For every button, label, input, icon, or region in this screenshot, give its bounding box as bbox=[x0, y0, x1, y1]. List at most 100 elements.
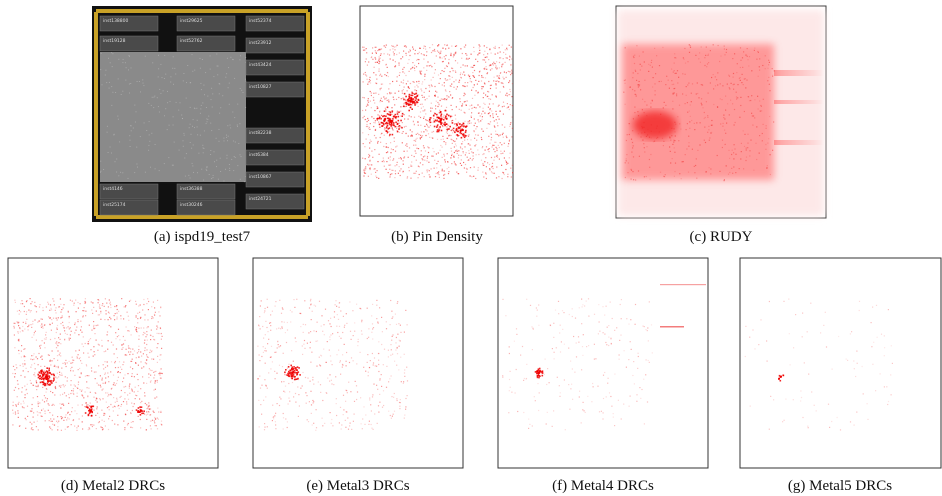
heat-dot bbox=[392, 46, 393, 47]
heat-dot bbox=[116, 318, 117, 319]
cell-dot bbox=[206, 170, 207, 171]
heat-dot bbox=[500, 111, 501, 112]
heat-dot bbox=[668, 80, 669, 81]
heat-dot bbox=[109, 299, 110, 300]
heat-dot bbox=[652, 86, 653, 87]
heat-dot bbox=[463, 152, 464, 153]
panel-frame bbox=[360, 6, 513, 216]
heat-dot bbox=[78, 308, 79, 309]
cell-dot bbox=[116, 172, 117, 173]
heat-dot bbox=[424, 97, 425, 98]
heat-dot bbox=[389, 83, 390, 84]
heat-dot bbox=[396, 365, 397, 366]
heat-dot bbox=[536, 307, 537, 308]
heat-dot bbox=[725, 96, 726, 97]
heat-dot bbox=[404, 376, 405, 377]
cell-dot bbox=[153, 97, 154, 98]
heat-dot bbox=[24, 363, 25, 364]
heat-dot bbox=[44, 324, 45, 325]
heat-dot bbox=[428, 152, 429, 153]
heat-dot bbox=[759, 66, 760, 67]
heat-dot bbox=[107, 407, 108, 408]
heat-dot bbox=[47, 372, 49, 374]
heat-dot bbox=[259, 376, 260, 377]
heat-dot bbox=[386, 169, 387, 170]
heat-dot bbox=[483, 86, 484, 87]
cell-dot bbox=[219, 93, 220, 94]
heat-dot bbox=[386, 45, 387, 46]
heat-dot bbox=[643, 143, 644, 144]
cell-dot bbox=[146, 130, 147, 131]
heat-dot bbox=[762, 65, 763, 66]
heat-dot bbox=[850, 333, 851, 334]
heat-dot bbox=[495, 131, 496, 132]
cell-dot bbox=[170, 101, 171, 102]
cell-dot bbox=[183, 140, 184, 141]
heat-dot bbox=[304, 300, 305, 301]
heat-dot bbox=[731, 83, 732, 84]
heat-dot bbox=[441, 139, 442, 140]
heat-dot bbox=[602, 418, 603, 419]
heat-dot bbox=[42, 307, 43, 308]
heat-dot bbox=[495, 96, 496, 97]
heat-dot bbox=[100, 399, 101, 400]
heat-dot bbox=[736, 92, 737, 93]
heat-dot bbox=[362, 428, 363, 429]
heat-dot bbox=[37, 415, 38, 416]
heat-dot bbox=[37, 421, 38, 422]
heat-dot bbox=[446, 45, 447, 46]
heat-dot bbox=[273, 418, 274, 419]
heat-dot bbox=[147, 340, 148, 341]
heat-dot bbox=[537, 373, 539, 375]
heat-dot bbox=[99, 314, 100, 315]
heat-dot bbox=[416, 96, 418, 98]
heat-dot bbox=[436, 120, 438, 122]
heat-dot bbox=[765, 68, 766, 69]
heat-dot bbox=[383, 120, 385, 122]
heat-dot bbox=[780, 380, 782, 382]
cell-dot bbox=[226, 73, 227, 74]
heat-dot bbox=[392, 127, 393, 128]
cell-dot bbox=[162, 77, 163, 78]
heat-dot bbox=[155, 371, 156, 372]
heat-dot bbox=[480, 115, 481, 116]
heat-dot bbox=[304, 340, 305, 341]
heat-dot bbox=[644, 423, 645, 424]
heat-dot bbox=[581, 369, 582, 370]
heat-dot bbox=[454, 53, 455, 54]
cell-dot bbox=[115, 92, 116, 93]
heat-dot bbox=[720, 98, 721, 99]
cell-dot bbox=[206, 123, 207, 124]
heat-dot bbox=[65, 333, 66, 334]
heat-dot bbox=[549, 382, 550, 383]
heat-dot bbox=[892, 363, 893, 364]
heat-dot bbox=[151, 428, 152, 429]
heat-dot bbox=[470, 149, 471, 150]
rudy-map bbox=[618, 10, 824, 216]
heat-dot bbox=[383, 390, 384, 391]
heat-dot bbox=[729, 172, 730, 173]
heat-dot bbox=[587, 396, 588, 397]
heat-dot bbox=[93, 325, 94, 326]
heat-dot bbox=[390, 159, 391, 160]
heat-dot bbox=[742, 74, 743, 75]
heat-dot bbox=[369, 155, 370, 156]
heat-dot bbox=[437, 173, 438, 174]
heat-dot bbox=[677, 82, 678, 83]
heat-dot bbox=[433, 118, 434, 119]
heat-dot bbox=[403, 164, 404, 165]
heat-dot bbox=[453, 81, 454, 82]
heat-dot bbox=[492, 146, 493, 147]
heat-dot bbox=[374, 135, 375, 136]
heat-dot bbox=[277, 403, 278, 404]
heat-dot bbox=[510, 387, 511, 388]
heat-dot bbox=[364, 146, 365, 147]
heat-dot bbox=[711, 132, 712, 133]
heat-dot bbox=[128, 348, 129, 349]
heat-dot bbox=[506, 77, 507, 78]
heat-dot bbox=[411, 98, 413, 100]
heat-dot bbox=[659, 131, 660, 132]
heat-dot bbox=[367, 338, 368, 339]
heat-dot bbox=[41, 377, 43, 379]
heat-dot bbox=[378, 141, 379, 142]
